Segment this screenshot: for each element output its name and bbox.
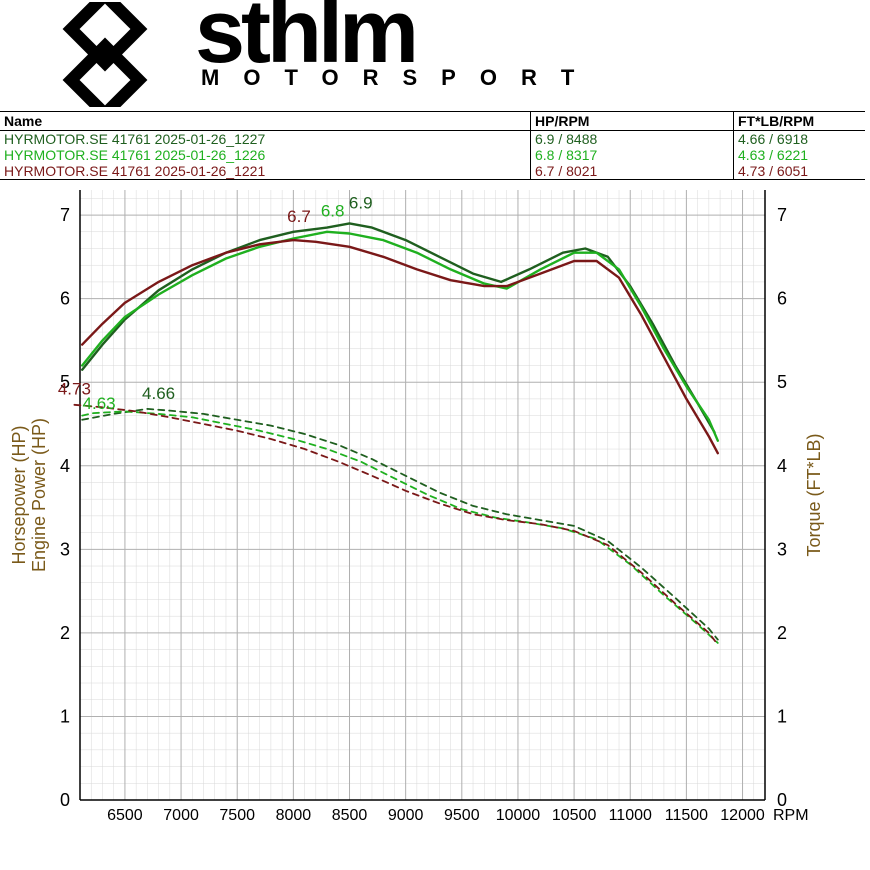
peak-label: 6.8 [321,202,345,221]
svg-text:5: 5 [777,372,787,392]
runs-table: Name HP/RPM FT*LB/RPM HYRMOTOR.SE 41761 … [0,111,865,180]
cell-name: HYRMOTOR.SE 41761 2025-01-26_1227 [0,131,531,148]
col-header-tq: FT*LB/RPM [733,112,865,131]
series-hp-1227 [82,224,714,433]
svg-text:6500: 6500 [107,807,143,824]
brand-main: sthlm [195,0,598,71]
col-header-name: Name [0,112,531,131]
svg-text:12000: 12000 [720,807,765,824]
series-tq-1226 [82,412,718,644]
peak-label: 6.9 [349,194,373,213]
svg-text:Torque (FT*LB): Torque (FT*LB) [804,434,824,557]
peak-label: 6.7 [287,207,311,226]
svg-text:9000: 9000 [388,807,424,824]
peak-label: 4.63 [83,394,116,413]
svg-text:7000: 7000 [163,807,199,824]
svg-text:7: 7 [60,205,70,225]
svg-text:6: 6 [777,289,787,309]
svg-text:11500: 11500 [665,807,708,824]
series-hp-1221 [82,240,718,453]
svg-text:RPM: RPM [773,807,809,824]
svg-text:4: 4 [60,456,70,476]
svg-text:9500: 9500 [444,807,480,824]
svg-text:8500: 8500 [332,807,368,824]
svg-text:7500: 7500 [219,807,255,824]
svg-text:11000: 11000 [609,807,652,824]
brand-header: sthlm MOTORSPORT [0,0,870,107]
svg-text:3: 3 [777,540,787,560]
cell-tq: 4.66 / 6918 [733,131,865,148]
brand-sub: MOTORSPORT [195,65,598,91]
cell-hp: 6.8 / 8317 [531,147,734,163]
table-row: HYRMOTOR.SE 41761 2025-01-26_12276.9 / 8… [0,131,865,148]
svg-text:8000: 8000 [276,807,312,824]
svg-text:3: 3 [60,540,70,560]
series-tq-1221 [74,405,717,645]
svg-text:2: 2 [60,623,70,643]
cell-tq: 4.73 / 6051 [733,163,865,180]
svg-text:0: 0 [60,790,70,810]
table-row: HYRMOTOR.SE 41761 2025-01-26_12216.7 / 8… [0,163,865,180]
table-row: HYRMOTOR.SE 41761 2025-01-26_12266.8 / 8… [0,147,865,163]
peak-label: 4.66 [142,384,175,403]
cell-name: HYRMOTOR.SE 41761 2025-01-26_1221 [0,163,531,180]
logo-icon [30,2,180,107]
col-header-hp: HP/RPM [531,112,734,131]
svg-text:Engine Power (HP): Engine Power (HP) [29,418,49,572]
svg-text:7: 7 [777,205,787,225]
cell-name: HYRMOTOR.SE 41761 2025-01-26_1226 [0,147,531,163]
svg-text:1: 1 [777,707,787,727]
svg-text:2: 2 [777,623,787,643]
svg-text:10500: 10500 [552,807,597,824]
svg-text:10000: 10000 [496,807,541,824]
cell-tq: 4.63 / 6221 [733,147,865,163]
svg-text:1: 1 [60,707,70,727]
svg-text:4: 4 [777,456,787,476]
svg-text:Horsepower (HP): Horsepower (HP) [9,426,29,565]
series-tq-1227 [82,409,718,640]
svg-text:6: 6 [60,289,70,309]
cell-hp: 6.9 / 8488 [531,131,734,148]
dyno-chart: 6500700075008000850090009500100001050011… [0,180,870,845]
cell-hp: 6.7 / 8021 [531,163,734,180]
